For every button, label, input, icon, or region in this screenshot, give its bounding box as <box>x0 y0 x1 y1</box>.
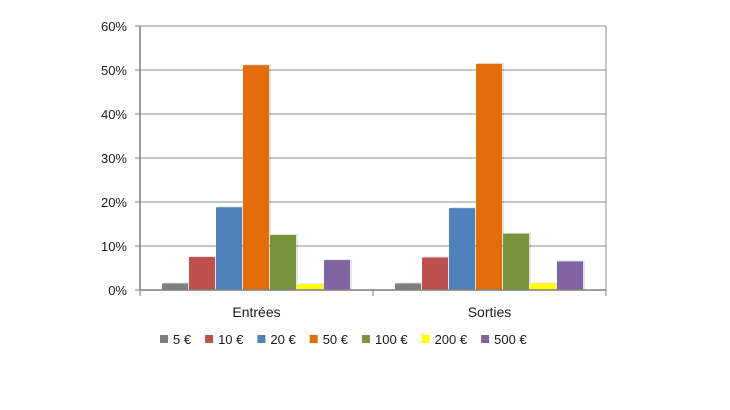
legend-swatch <box>309 335 318 343</box>
axes <box>135 25 607 296</box>
y-axis-ticks: 0% 10% 20% 30% 40% 50% 60% <box>101 19 127 298</box>
bar <box>422 257 448 290</box>
legend-label: 500 € <box>494 332 527 347</box>
y-tick-label: 30% <box>101 151 127 166</box>
bar <box>162 283 188 290</box>
bars <box>162 62 585 291</box>
y-tick-label: 0% <box>108 283 127 298</box>
legend-swatch <box>205 335 214 343</box>
bar <box>449 208 475 290</box>
legend-swatch <box>481 335 490 343</box>
legend-swatch <box>160 335 168 343</box>
x-category-label: Sorties <box>468 304 512 320</box>
bar <box>530 283 556 290</box>
legend-label: 10 € <box>218 332 244 347</box>
y-tick-label: 20% <box>101 195 127 210</box>
legend-label: 20 € <box>270 332 296 347</box>
bar <box>503 233 529 290</box>
legend-swatch <box>421 335 430 343</box>
x-axis-categories: Entrées Sorties <box>232 304 511 320</box>
bar <box>395 283 421 290</box>
y-tick-label: 10% <box>101 239 127 254</box>
bar <box>216 207 242 290</box>
y-tick-label: 60% <box>101 19 127 34</box>
bar <box>270 235 296 290</box>
x-category-label: Entrées <box>232 304 280 320</box>
bar <box>557 261 583 290</box>
legend: 5 € 10 € 20 € 50 € 100 € 200 € 500 € <box>160 332 527 347</box>
legend-swatch <box>362 335 371 343</box>
legend-label: 100 € <box>375 332 408 347</box>
legend-label: 50 € <box>323 332 349 347</box>
legend-label: 5 € <box>173 332 192 347</box>
gridlines <box>140 25 606 247</box>
bar <box>243 65 269 290</box>
y-tick-label: 50% <box>101 63 127 78</box>
y-tick-label: 40% <box>101 107 127 122</box>
bar <box>476 63 502 291</box>
bar <box>297 284 323 290</box>
bar <box>324 260 350 290</box>
legend-swatch <box>257 335 266 343</box>
legend-label: 200 € <box>435 332 468 347</box>
bar <box>189 257 215 290</box>
